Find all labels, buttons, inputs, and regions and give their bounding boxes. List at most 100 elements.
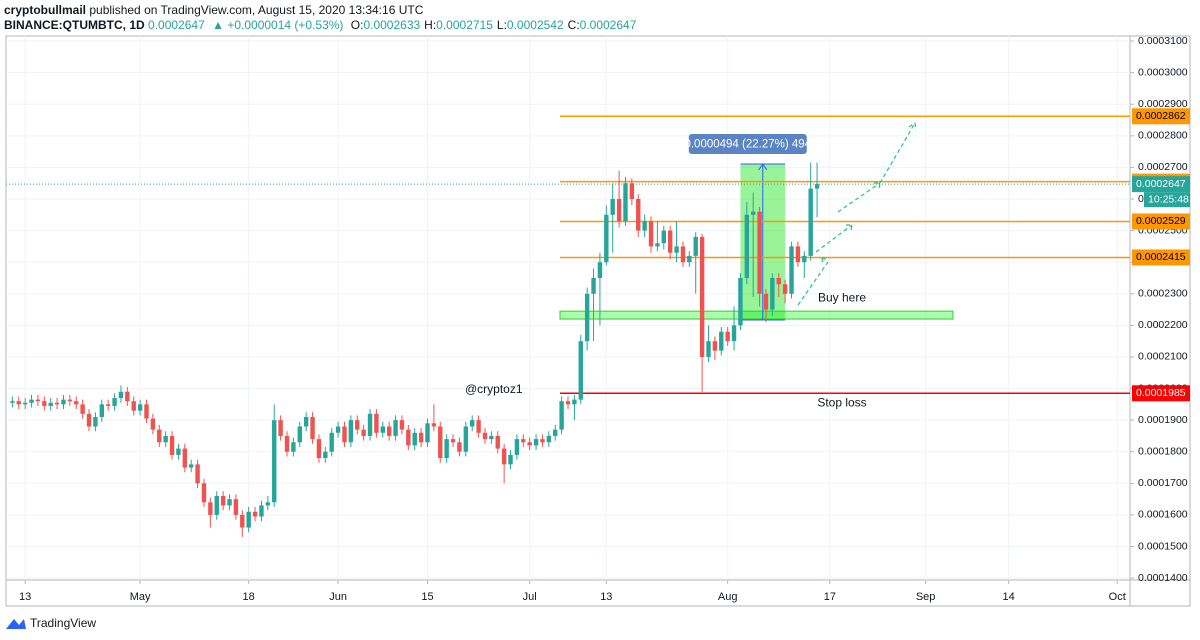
candle-body [565, 401, 571, 405]
ohlc-label: C: [567, 18, 580, 32]
candle-body [623, 183, 628, 222]
level-price-box [1132, 385, 1190, 402]
candle-body [16, 401, 21, 405]
x-tick-label: 18 [243, 591, 255, 603]
candle-body [112, 398, 117, 406]
y-tick-label: 0.0001700 [1138, 477, 1188, 489]
candle-body [176, 448, 181, 455]
dashed-arrow [879, 121, 917, 184]
chart-border [5, 35, 1191, 607]
level-price-label: 0.0002529 [1136, 215, 1186, 227]
candle-body [412, 432, 417, 446]
candle-body [80, 404, 85, 414]
candle-body [699, 236, 705, 357]
candle-body [680, 246, 686, 263]
level-price-box [1132, 213, 1190, 230]
candle-body [738, 277, 743, 326]
candle-body [674, 246, 679, 253]
candle-body [74, 401, 79, 405]
candle-body [163, 435, 168, 443]
level-price-label: 0.0001985 [1136, 387, 1186, 399]
candle-body [54, 402, 60, 405]
candle-body [35, 399, 41, 402]
candle-body [687, 255, 692, 263]
measure-label: 0.0000494 (22.27%) 494 [684, 138, 811, 150]
ohlc-label: H: [424, 18, 437, 32]
candle-body [763, 293, 769, 310]
candle-body [431, 423, 437, 427]
x-tick-label: 14 [1003, 591, 1015, 603]
candle-body [757, 211, 762, 294]
candle-body [137, 404, 143, 411]
candle-body [195, 464, 200, 484]
x-tick-label: 17 [824, 591, 836, 603]
candle-body [329, 432, 334, 452]
y-tick-label: 0.0002700 [1138, 161, 1188, 173]
candle-body [457, 442, 462, 452]
candle-body [208, 502, 213, 515]
candle-body [527, 442, 532, 446]
candle-body [521, 439, 526, 443]
candle-body [514, 439, 520, 455]
candle-body [131, 401, 136, 411]
candle-body [323, 451, 328, 459]
candle-body [508, 454, 513, 465]
candle-body [559, 401, 564, 430]
candle-body [272, 420, 277, 503]
candle-body [725, 331, 730, 342]
candle-body [214, 495, 219, 515]
candle-body [386, 426, 392, 436]
candle-body [125, 391, 130, 402]
last-price-label: 0.0002647 [1136, 178, 1186, 190]
candle-body [42, 401, 47, 406]
candle-body [616, 199, 622, 222]
candle-body [246, 511, 251, 528]
candle-body [367, 413, 373, 436]
candle-body [425, 423, 430, 443]
candle-body [706, 341, 711, 357]
candle-body [476, 420, 481, 433]
candle-body [661, 230, 666, 244]
candle-body [610, 199, 615, 215]
buy-zone-label: Buy here [818, 290, 866, 304]
candle-body [495, 435, 500, 449]
projection-arrows [797, 121, 917, 306]
candle-body [342, 426, 347, 443]
candle-body [374, 413, 379, 433]
candle-body [770, 277, 775, 310]
candle-body [802, 255, 807, 263]
candle-body [438, 426, 443, 459]
measure-arrowhead [758, 163, 768, 171]
level-price-box [1132, 108, 1190, 125]
candle-body [393, 420, 398, 436]
candle-body [553, 429, 558, 436]
x-tick-label: Jun [329, 591, 347, 603]
y-tick-label: 0.0001900 [1138, 414, 1188, 426]
y-tick-label: 0.0001600 [1138, 509, 1188, 521]
x-tick-label: Aug [718, 591, 738, 603]
candle-body [284, 435, 290, 452]
candle-body [655, 243, 660, 247]
candle-body [629, 183, 635, 200]
candle-body [808, 188, 813, 256]
candle-body [450, 439, 456, 443]
x-tick-label: Oct [1109, 591, 1126, 603]
candle-body [265, 502, 271, 506]
change-arrow: ▲ [212, 18, 224, 32]
candle-body [814, 184, 820, 189]
candle-body [751, 211, 756, 215]
measure-label-box [688, 133, 807, 154]
level-price-box [1132, 249, 1190, 266]
candle-body [667, 230, 673, 253]
candle-body [86, 413, 92, 427]
y-tick-label: 0.0002200 [1138, 319, 1188, 331]
candle-body [501, 448, 507, 465]
change: +0.0000014 (+0.53%) [227, 18, 344, 32]
candle-body [105, 404, 111, 406]
candle-body [399, 420, 405, 430]
candle-body [604, 214, 609, 263]
candle-body [348, 420, 354, 443]
candle-body [693, 236, 698, 256]
candle-body [418, 432, 424, 443]
candle-body [233, 499, 239, 515]
